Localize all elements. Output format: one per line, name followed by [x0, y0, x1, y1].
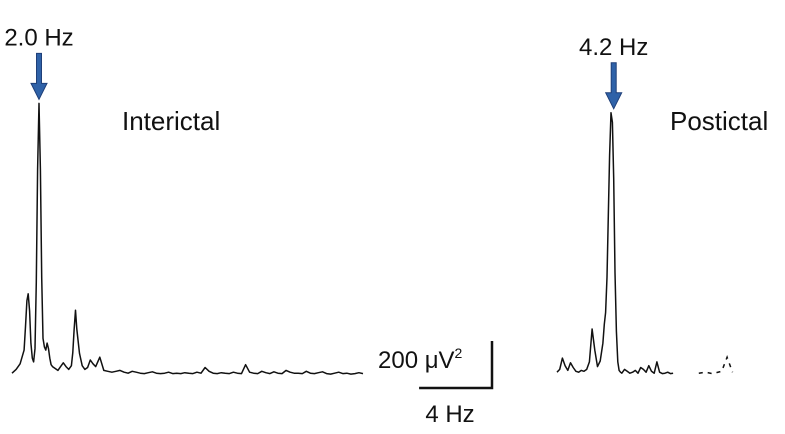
down-arrow-icon [30, 52, 48, 101]
interictal-title: Interictal [122, 106, 220, 136]
scale-frequency-label: 4 Hz [425, 401, 474, 428]
interictal-panel: 2.0 Hz Interictal [4, 24, 364, 375]
scale-bar: 200 μV2 4 Hz [378, 341, 494, 428]
down-arrow-shape [604, 62, 623, 110]
interictal-peak-label: 2.0 Hz [4, 24, 73, 51]
scale-amplitude-label: 200 μV2 [378, 345, 463, 374]
scale-bar-lines [419, 341, 494, 390]
postictal-panel: 4.2 Hz Postictal [556, 34, 768, 375]
postictal-trace [556, 112, 674, 375]
postictal-trace-tail [698, 355, 734, 375]
down-arrow-shape [30, 52, 48, 101]
interictal-trace [11, 102, 364, 375]
postictal-title: Postictal [670, 106, 768, 136]
down-arrow-icon [604, 62, 623, 110]
postictal-peak-label: 4.2 Hz [579, 34, 648, 61]
